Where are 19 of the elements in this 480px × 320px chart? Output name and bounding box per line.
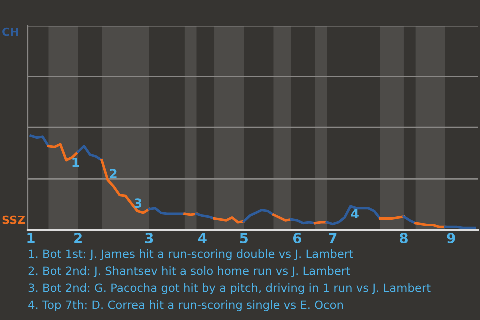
text: SSZ bbox=[2, 216, 26, 224]
annotation: 1 bbox=[72, 158, 80, 168]
x-tick-label: 1 bbox=[28, 233, 35, 244]
annotation: 4 bbox=[351, 209, 359, 218]
x-tick-label: 3 bbox=[145, 233, 154, 244]
x-tick-label: 4 bbox=[198, 233, 207, 244]
text: 2. Bot 2nd: J. Shantsev hit a solo home run vs J. Lambert bbox=[28, 266, 350, 278]
text: 4. Top 7th: D. Correa hit a run-scoring single vs E. Ocon bbox=[28, 300, 344, 312]
x-tick-label: 6 bbox=[293, 233, 302, 244]
text: 1. Bot 1st: J. James hit a run-scoring double vs J. Lambert bbox=[29, 249, 354, 261]
text: CH bbox=[2, 28, 18, 36]
x-tick-label: 7 bbox=[329, 233, 337, 244]
x-tick-label: 5 bbox=[240, 233, 248, 244]
x-tick-label: 8 bbox=[400, 233, 408, 244]
annotation: 2 bbox=[110, 169, 117, 178]
annotation: 3 bbox=[134, 198, 142, 208]
x-tick-label: 2 bbox=[74, 233, 82, 244]
text: 3. Bot 2nd: G. Pacocha got hit by a pitch, driving in 1 run vs J. Lambert bbox=[28, 283, 431, 295]
x-tick-label: 9 bbox=[447, 233, 456, 244]
